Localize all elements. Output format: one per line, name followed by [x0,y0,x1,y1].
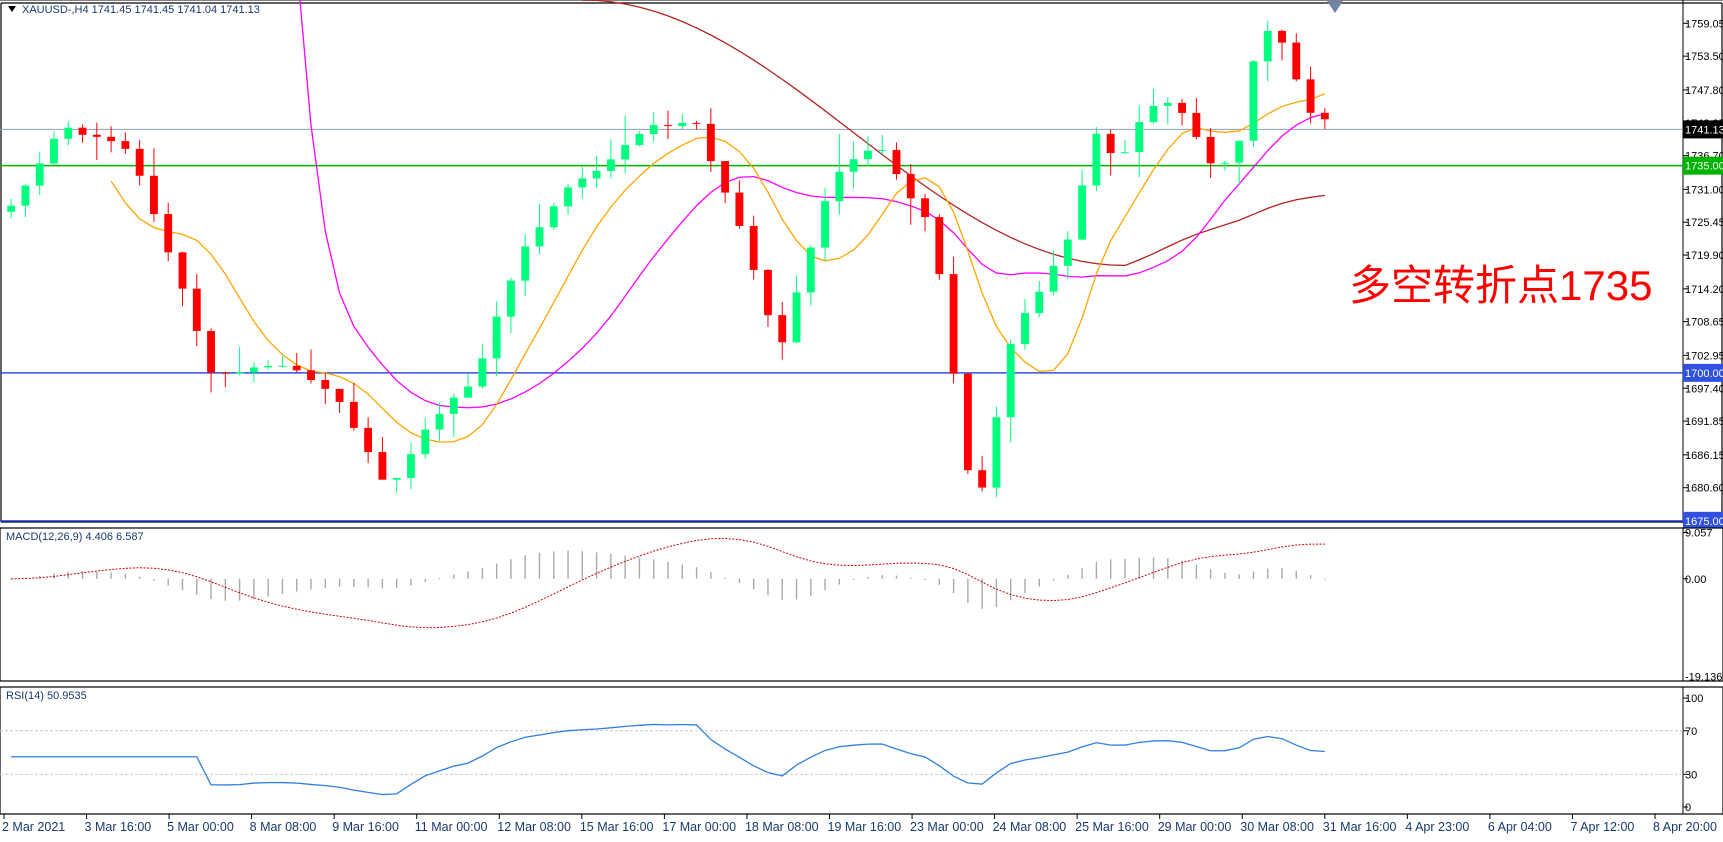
svg-text:12 Mar 08:00: 12 Mar 08:00 [497,820,571,834]
svg-text:15 Mar 16:00: 15 Mar 16:00 [580,820,654,834]
svg-text:29 Mar 00:00: 29 Mar 00:00 [1158,820,1232,834]
svg-text:多空转折点1735: 多空转折点1735 [1349,262,1652,309]
svg-text:1725.45: 1725.45 [1685,217,1723,229]
svg-text:6 Apr 04:00: 6 Apr 04:00 [1488,820,1552,834]
svg-text:1759.05: 1759.05 [1685,18,1723,30]
svg-text:1675.00: 1675.00 [1685,516,1723,528]
svg-text:100: 100 [1685,693,1703,705]
svg-text:1719.90: 1719.90 [1685,250,1723,262]
svg-text:1731.00: 1731.00 [1685,184,1723,196]
svg-text:8 Apr 20:00: 8 Apr 20:00 [1653,820,1717,834]
svg-text:1708.65: 1708.65 [1685,317,1723,329]
svg-text:RSI(14) 50.9535: RSI(14) 50.9535 [6,690,87,702]
svg-text:0.00: 0.00 [1685,574,1706,586]
svg-text:5 Mar 00:00: 5 Mar 00:00 [167,820,234,834]
svg-text:19 Mar 16:00: 19 Mar 16:00 [828,820,902,834]
svg-text:1691.85: 1691.85 [1685,416,1723,428]
svg-text:1702.95: 1702.95 [1685,350,1723,362]
svg-text:3 Mar 16:00: 3 Mar 16:00 [85,820,152,834]
svg-text:-19.136: -19.136 [1685,672,1722,684]
svg-text:XAUUSD-,H4 1741.45 1741.45 17: XAUUSD-,H4 1741.45 1741.45 1741.04 1741.… [22,4,260,16]
svg-text:1747.80: 1747.80 [1685,85,1723,97]
svg-text:31 Mar 16:00: 31 Mar 16:00 [1323,820,1397,834]
svg-text:1741.13: 1741.13 [1685,124,1723,136]
svg-text:70: 70 [1685,726,1697,738]
svg-text:17 Mar 00:00: 17 Mar 00:00 [662,820,736,834]
svg-text:1735.00: 1735.00 [1685,161,1723,173]
svg-text:30 Mar 08:00: 30 Mar 08:00 [1240,820,1314,834]
svg-text:0: 0 [1685,802,1691,814]
svg-text:1686.15: 1686.15 [1685,450,1723,462]
svg-text:1700.00: 1700.00 [1685,368,1723,380]
svg-text:11 Mar 00:00: 11 Mar 00:00 [415,820,488,834]
svg-text:1714.20: 1714.20 [1685,284,1723,296]
svg-text:8 Mar 08:00: 8 Mar 08:00 [250,820,317,834]
svg-text:25 Mar 16:00: 25 Mar 16:00 [1075,820,1149,834]
svg-text:1753.50: 1753.50 [1685,51,1723,63]
svg-text:7 Apr 12:00: 7 Apr 12:00 [1570,820,1634,834]
svg-text:18 Mar 08:00: 18 Mar 08:00 [745,820,819,834]
svg-text:2 Mar 2021: 2 Mar 2021 [2,820,65,834]
svg-text:9 Mar 16:00: 9 Mar 16:00 [332,820,399,834]
svg-text:24 Mar 08:00: 24 Mar 08:00 [993,820,1067,834]
svg-text:MACD(12,26,9) 4.406 6.587: MACD(12,26,9) 4.406 6.587 [6,531,144,543]
svg-text:1697.40: 1697.40 [1685,383,1723,395]
svg-text:23 Mar 00:00: 23 Mar 00:00 [910,820,984,834]
svg-text:4 Apr 23:00: 4 Apr 23:00 [1405,820,1469,834]
svg-text:9.057: 9.057 [1685,527,1713,539]
svg-text:1680.60: 1680.60 [1685,483,1723,495]
svg-text:30: 30 [1685,769,1697,781]
